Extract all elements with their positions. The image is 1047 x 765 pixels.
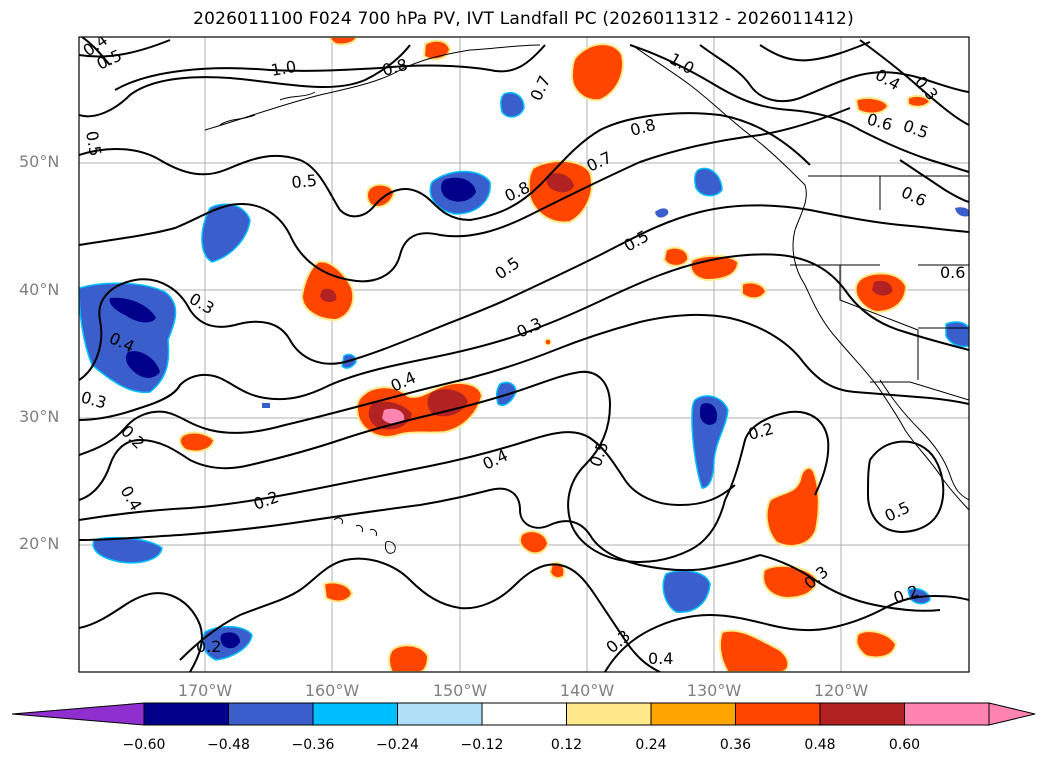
colorbar-bin — [228, 702, 314, 726]
colorbar-tick: −0.12 — [460, 737, 504, 753]
colorbar-bin — [566, 702, 652, 726]
colorbar — [11, 702, 1036, 726]
lon-label-160w: 160°W — [304, 681, 360, 700]
colorbar-bin — [650, 702, 736, 726]
contour-label: 0.2 — [196, 637, 221, 656]
lat-label-30n: 30°N — [19, 407, 60, 426]
colorbar-bin — [397, 702, 483, 726]
colorbar-bin — [735, 702, 821, 726]
negative-anomalies — [79, 92, 969, 661]
colorbar-tick: 0.36 — [719, 737, 752, 753]
map-title: 2026011100 F024 700 hPa PV, IVT Landfall… — [193, 9, 854, 29]
colorbar-bin — [819, 702, 905, 726]
colorbar-tick: −0.36 — [291, 737, 335, 753]
contour-label: 1.0 — [269, 57, 297, 80]
positive-anomalies — [178, 37, 932, 672]
map-frame — [78, 36, 970, 673]
contour-label: 0.5 — [291, 171, 318, 192]
colorbar-bin — [481, 702, 567, 726]
warm-blob-subtropical-east — [765, 466, 820, 547]
warm-blob-north — [570, 43, 624, 102]
lon-label-130w: 130°W — [686, 681, 742, 700]
contour-label: 0.4 — [648, 649, 673, 668]
colorbar-tick: −0.48 — [207, 737, 250, 753]
colorbar-tick: −0.24 — [376, 737, 419, 753]
colorbar-bin — [143, 702, 229, 726]
lon-label-150w: 150°W — [432, 681, 488, 700]
colorbar-extend-high — [988, 702, 1036, 726]
colorbar-bin — [312, 702, 398, 726]
colorbar-extend-low — [11, 702, 145, 726]
lon-label-170w: 170°W — [177, 681, 233, 700]
lat-label-40n: 40°N — [19, 280, 60, 299]
colorbar-tick: 0.24 — [635, 737, 667, 753]
colorbar-tick: −0.60 — [122, 737, 166, 753]
colorbar-tick: 0.48 — [804, 737, 836, 753]
lat-label-20n: 20°N — [19, 534, 60, 553]
lon-label-120w: 120°W — [813, 681, 869, 700]
lat-label-50n: 50°N — [19, 152, 60, 171]
colorbar-bin — [904, 702, 990, 726]
map-area: 0.4 0.5 0.5 1.0 0.8 0.7 1.0 0.4 0.3 0.6 … — [79, 37, 969, 672]
pv-contours — [79, 37, 969, 672]
contour-label: 0.5 — [82, 129, 105, 157]
colorbar-tick: 0.60 — [888, 737, 921, 753]
lon-label-140w: 140°W — [559, 681, 615, 700]
contour-label: 0.6 — [940, 263, 965, 282]
colorbar-tick: 0.12 — [550, 737, 583, 753]
